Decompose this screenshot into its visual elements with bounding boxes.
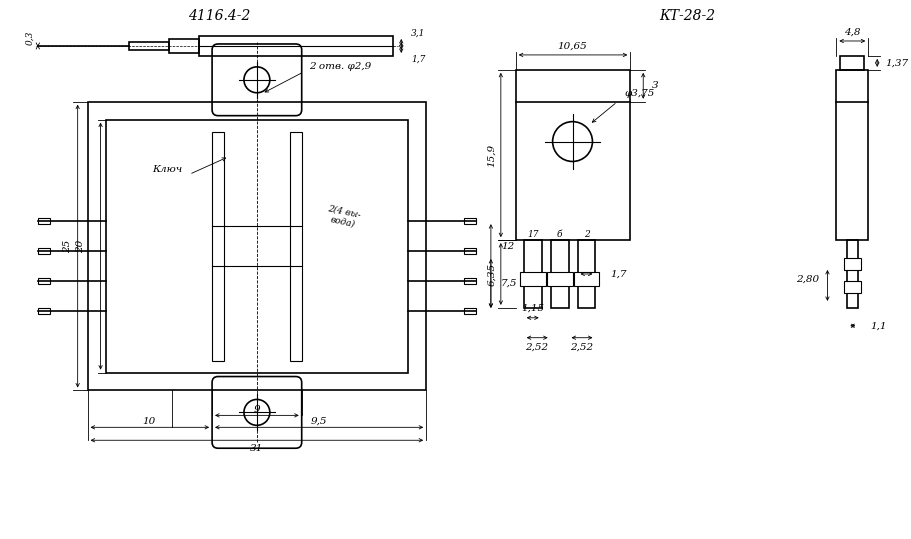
Bar xyxy=(836,70,868,240)
Text: 9,5: 9,5 xyxy=(311,417,327,426)
Bar xyxy=(129,42,169,50)
Text: 2(4 вы-
вода): 2(4 вы- вода) xyxy=(325,203,362,229)
Bar xyxy=(578,240,596,308)
Text: 3,1: 3,1 xyxy=(411,29,425,38)
Bar xyxy=(200,36,394,56)
Text: 20: 20 xyxy=(77,239,85,253)
Text: 2,52: 2,52 xyxy=(570,343,593,352)
Text: 0,3: 0,3 xyxy=(26,31,35,45)
Text: б: б xyxy=(557,230,562,239)
Bar xyxy=(38,218,50,224)
Text: 3: 3 xyxy=(652,81,659,91)
Bar xyxy=(847,240,858,308)
Bar xyxy=(38,248,50,254)
Text: 6,35: 6,35 xyxy=(487,262,496,286)
Bar xyxy=(574,272,599,286)
Text: 12: 12 xyxy=(501,241,514,251)
Text: Ключ: Ключ xyxy=(152,165,182,174)
Text: 1,1: 1,1 xyxy=(870,321,886,330)
Bar xyxy=(520,272,546,286)
Text: 2,52: 2,52 xyxy=(525,343,548,352)
Text: 4,8: 4,8 xyxy=(844,27,861,37)
Bar xyxy=(547,272,572,286)
Bar xyxy=(87,102,426,390)
Bar xyxy=(844,281,861,293)
Bar xyxy=(464,308,476,314)
Text: 25: 25 xyxy=(63,239,72,253)
Bar xyxy=(169,39,200,53)
Bar xyxy=(516,70,630,240)
Bar xyxy=(106,120,408,372)
Bar xyxy=(464,218,476,224)
Text: 1,15: 1,15 xyxy=(521,303,544,312)
Text: 2: 2 xyxy=(584,230,589,239)
Text: 4116.4-2: 4116.4-2 xyxy=(188,9,251,23)
Bar xyxy=(38,308,50,314)
Text: 10: 10 xyxy=(143,417,156,426)
Text: 31: 31 xyxy=(251,444,263,453)
Text: 10,65: 10,65 xyxy=(558,42,588,51)
Bar xyxy=(844,258,861,270)
Bar xyxy=(464,248,476,254)
Text: 2 отв. φ2,9: 2 отв. φ2,9 xyxy=(309,63,371,71)
Text: 2,80: 2,80 xyxy=(796,274,820,284)
Bar xyxy=(550,240,568,308)
Text: 1,37: 1,37 xyxy=(885,58,908,67)
Text: 1,7: 1,7 xyxy=(610,270,627,279)
Text: 7,5: 7,5 xyxy=(501,279,517,287)
Bar xyxy=(524,240,542,308)
Bar xyxy=(840,56,865,70)
Text: 15,9: 15,9 xyxy=(487,144,496,167)
Bar xyxy=(38,278,50,284)
Bar xyxy=(212,132,224,361)
Text: КТ-28-2: КТ-28-2 xyxy=(659,9,715,23)
Bar xyxy=(464,278,476,284)
Text: 1,7: 1,7 xyxy=(411,54,425,64)
Text: 9: 9 xyxy=(253,405,261,414)
Text: φ3,75: φ3,75 xyxy=(624,89,655,98)
Text: 17: 17 xyxy=(527,230,538,239)
Bar xyxy=(290,132,302,361)
